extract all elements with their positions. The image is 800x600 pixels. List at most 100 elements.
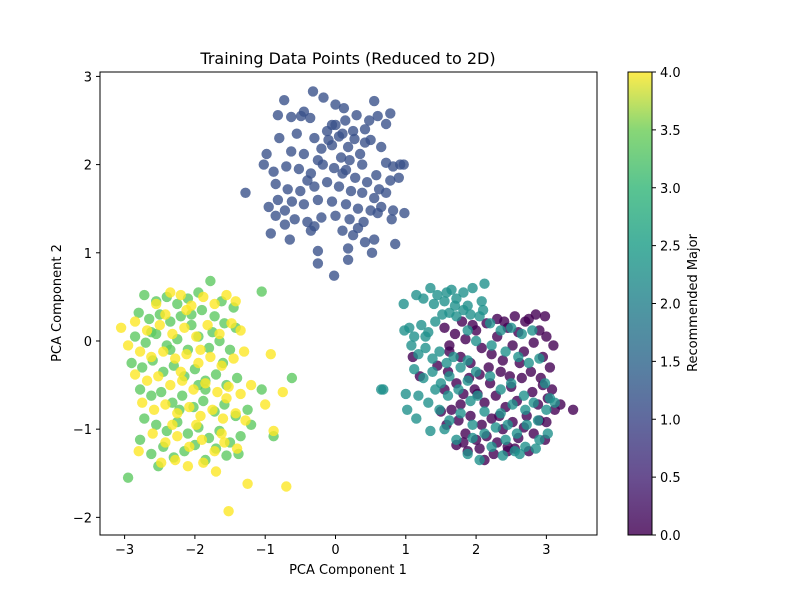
scatter-point <box>444 371 455 382</box>
scatter-point <box>195 344 206 355</box>
scatter-point <box>184 441 195 452</box>
scatter-point <box>224 344 236 355</box>
scatter-point <box>357 187 368 198</box>
scatter-point <box>369 234 380 245</box>
scatter-point <box>372 110 383 122</box>
scatter-point <box>525 366 537 377</box>
scatter-point <box>170 454 181 466</box>
scatter-point <box>371 170 382 181</box>
scatter-point <box>439 424 450 435</box>
scatter-point <box>305 112 316 124</box>
scatter-point <box>198 395 209 407</box>
scatter-point <box>495 384 506 395</box>
scatter-point <box>369 192 380 204</box>
scatter-point <box>181 349 192 360</box>
scatter-point <box>279 219 291 230</box>
x-tick-label: −3 <box>115 543 134 558</box>
scatter-point <box>413 390 424 401</box>
scatter-point <box>156 386 167 398</box>
scatter-point <box>230 296 241 307</box>
y-tick-label: −1 <box>73 423 92 438</box>
scatter-point <box>129 369 141 380</box>
scatter-point <box>270 210 281 221</box>
scatter-point <box>497 450 508 461</box>
scatter-point <box>312 245 324 257</box>
scatter-point <box>214 328 225 340</box>
scatter-point <box>465 309 476 320</box>
scatter-point <box>144 313 155 325</box>
scatter-point <box>235 388 246 400</box>
scatter-point <box>506 378 517 389</box>
scatter-point <box>307 86 319 97</box>
scatter-point <box>486 441 497 452</box>
scatter-point <box>342 141 354 153</box>
scatter-point <box>514 448 525 460</box>
scatter-point <box>406 340 417 351</box>
scatter-point <box>340 115 351 126</box>
plot-frame <box>99 71 598 536</box>
scatter-point <box>209 311 220 322</box>
scatter-point <box>462 325 473 336</box>
scatter-point <box>441 357 452 369</box>
scatter-point <box>541 404 552 415</box>
scatter-point <box>430 316 441 327</box>
scatter-point <box>226 318 237 329</box>
scatter-point <box>216 428 227 439</box>
scatter-point <box>242 478 253 489</box>
scatter-point <box>418 293 429 304</box>
scatter-point <box>140 337 151 348</box>
scatter-point <box>217 413 229 424</box>
colorbar-tick-label: 1.0 <box>660 413 681 428</box>
scatter-point <box>326 196 338 207</box>
scatter-point <box>516 328 527 340</box>
scatter-point <box>122 340 134 351</box>
scatter-point <box>404 322 415 333</box>
x-tick-label: 3 <box>542 543 550 558</box>
scatter-point <box>256 384 267 395</box>
scatter-point <box>344 214 355 225</box>
axes: −3 −2 −1 0 1 2 3 −2 −1 0 1 2 3 <box>73 70 551 558</box>
scatter-point <box>139 413 150 424</box>
scatter-point <box>265 228 276 239</box>
scatter-point <box>309 181 320 192</box>
scatter-point <box>479 397 490 408</box>
scatter-point <box>333 181 345 192</box>
scatter-point <box>272 110 284 121</box>
scatter-point <box>260 399 271 410</box>
scatter-point <box>134 346 146 357</box>
scatter-point <box>427 366 438 377</box>
scatter-point <box>541 416 552 428</box>
y-tick-label: 3 <box>84 70 92 85</box>
scatter-point <box>207 404 218 415</box>
scatter-point <box>284 234 295 245</box>
scatter-point <box>281 481 292 492</box>
scatter-point <box>357 159 368 170</box>
scatter-point <box>137 362 148 373</box>
scatter-point <box>245 379 257 391</box>
scatter-point <box>527 325 538 336</box>
x-tick-label: 0 <box>331 543 339 558</box>
scatter-point <box>129 316 141 327</box>
scatter-point <box>479 406 490 417</box>
scatter-point <box>293 163 305 175</box>
scatter-point <box>298 199 310 210</box>
scatter-point <box>495 408 506 419</box>
scatter-point <box>499 316 510 327</box>
scatter-point <box>372 207 383 219</box>
scatter-point <box>181 304 192 316</box>
scatter-point <box>462 375 473 386</box>
scatter-point <box>476 342 487 354</box>
scatter-point <box>172 408 183 419</box>
scatter-point <box>139 289 150 301</box>
colorbar-tick-label: 2.5 <box>660 240 681 255</box>
scatter-point <box>270 178 281 190</box>
scatter-point <box>209 298 220 310</box>
scatter-point <box>165 287 176 298</box>
scatter-point <box>223 506 234 517</box>
scatter-point <box>235 325 246 336</box>
scatter-point <box>462 300 473 311</box>
scatter-point <box>268 425 279 437</box>
scatter-point <box>153 371 164 382</box>
scatter-point <box>509 311 520 322</box>
